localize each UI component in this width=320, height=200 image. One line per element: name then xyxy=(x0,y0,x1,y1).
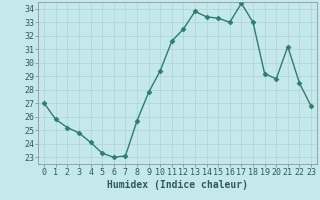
X-axis label: Humidex (Indice chaleur): Humidex (Indice chaleur) xyxy=(107,180,248,190)
